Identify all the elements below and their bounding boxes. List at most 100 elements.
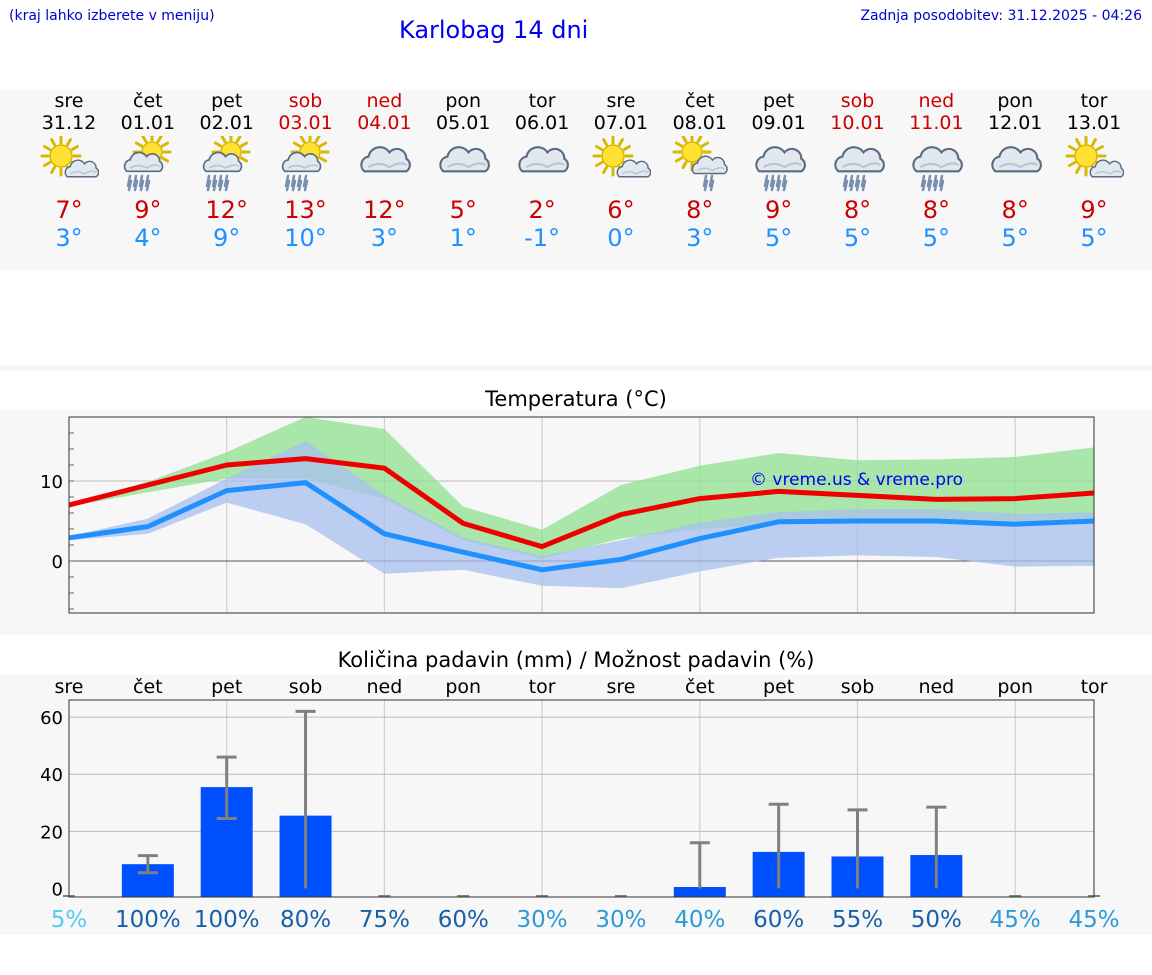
day-name: čet	[133, 90, 163, 112]
sun-cloud-drizzle-icon	[672, 136, 728, 192]
category-label: pet	[763, 676, 794, 698]
cloud-shape	[123, 151, 164, 173]
plot-frame	[68, 699, 1095, 898]
day-date: 08.01	[672, 112, 727, 134]
cloud-shape	[518, 146, 569, 173]
precip-probability: 100%	[194, 907, 260, 933]
precip-probability: 5%	[51, 907, 88, 933]
y-tick-label: 40	[40, 765, 63, 786]
temp-min: 3°	[686, 224, 714, 252]
daily-forecast-strip: sre 31.12 7° 3° čet 01.01 9° 4° pet 02.01 12° 9° sob…	[0, 90, 1152, 270]
temp-max: 5°	[449, 196, 477, 224]
cloud-shape	[616, 159, 651, 178]
cloud-shape	[1089, 159, 1125, 178]
rain-drops	[205, 174, 229, 192]
precip-probability: 45%	[1068, 907, 1119, 933]
category-label: sob	[841, 676, 875, 698]
temp-min: 0°	[607, 224, 635, 252]
day-date: 04.01	[357, 112, 412, 134]
y-tick-label: 0	[52, 879, 63, 900]
precipitation-chart: 0 20 40 60 sre čet pet sob ned pon tor sre čet pet sob…	[40, 676, 1120, 933]
y-tick-label: 60	[40, 708, 63, 729]
cloud-icon	[360, 146, 412, 173]
cloud-shape	[754, 146, 806, 173]
day-name: tor	[1080, 90, 1108, 112]
cloud-icon	[439, 146, 491, 173]
category-label: čet	[133, 676, 163, 698]
day-column: ned 04.01 12° 3°	[344, 90, 424, 252]
cloud-rain-icon	[833, 146, 885, 192]
day-date: 06.01	[514, 112, 570, 134]
temp-min: 3°	[55, 224, 83, 252]
last-update: Zadnja posodobitev: 31.12.2025 - 04:26	[860, 8, 1142, 24]
day-name: pon	[997, 90, 1034, 112]
day-date: 09.01	[751, 112, 806, 134]
temp-max: 8°	[1001, 196, 1029, 224]
max-range-band	[69, 417, 1095, 559]
temp-max: 8°	[686, 196, 714, 224]
temp-max: 6°	[607, 196, 635, 224]
page-title: Karlobag 14 dni	[399, 16, 589, 44]
day-date: 03.01	[278, 112, 333, 134]
temp-max: 7°	[55, 196, 83, 224]
precip-probability: 50%	[911, 907, 962, 933]
day-column: sob 03.01 13° 10°	[266, 90, 346, 252]
day-column: tor 13.01 9° 5°	[1054, 90, 1134, 252]
cloud-shape	[202, 151, 242, 173]
cloud-icon	[991, 146, 1043, 173]
day-date: 07.01	[593, 112, 649, 134]
day-column: čet 08.01 8° 3°	[660, 90, 740, 252]
sun-shape	[672, 136, 712, 172]
day-column: sob 10.01 8° 5°	[818, 90, 898, 252]
rain-drops	[763, 174, 787, 192]
y-tick-label: 10	[40, 472, 63, 493]
category-label: sre	[55, 676, 84, 698]
cloud-icon	[518, 146, 569, 173]
precip-probability: 100%	[115, 907, 181, 933]
day-name: pet	[211, 90, 243, 112]
min-temperature-line	[68, 480, 1095, 573]
y-tick-label: 0	[52, 552, 63, 573]
day-column: sre 07.01 6° 0°	[581, 90, 661, 252]
precipitation-chart-title: Količina padavin (mm) / Možnost padavin …	[337, 648, 815, 672]
day-date: 01.01	[120, 112, 176, 134]
sun-cloud-rain-icon	[123, 136, 172, 192]
min-range-band	[69, 441, 1095, 589]
temperature-chart: 0 10 © vreme.us & vreme.pro	[40, 416, 1095, 614]
precip-probability: 60%	[438, 907, 489, 933]
cloud-shape	[833, 146, 885, 173]
max-temperature-line	[68, 456, 1095, 550]
category-label: pon	[445, 676, 481, 698]
plot-frame	[68, 416, 1095, 614]
sun-cloud-icon	[1065, 136, 1125, 178]
rain-drops	[842, 174, 866, 192]
temp-max: 13°	[284, 196, 327, 224]
day-column: ned 11.01 8° 5°	[896, 90, 976, 252]
temp-min: 5°	[765, 224, 793, 252]
separator	[0, 365, 1152, 371]
cloud-shape	[912, 146, 964, 173]
precip-probability: 55%	[832, 907, 883, 933]
precip-probability: 30%	[595, 907, 646, 933]
day-name: sob	[288, 90, 323, 112]
rain-drops	[284, 174, 308, 192]
category-label: pet	[211, 676, 242, 698]
day-name: sob	[840, 90, 875, 112]
cloud-rain-icon	[754, 146, 806, 192]
temp-min: 10°	[284, 224, 327, 252]
rain-drops	[921, 174, 945, 192]
category-label: tor	[529, 676, 556, 698]
precip-bar	[673, 887, 726, 897]
cloud-shape	[360, 146, 412, 173]
precip-probability: 40%	[674, 907, 725, 933]
day-name: sre	[606, 90, 636, 112]
category-label: ned	[918, 676, 954, 698]
temp-min: 4°	[134, 224, 162, 252]
category-label: ned	[367, 676, 403, 698]
day-date: 11.01	[909, 112, 964, 134]
precip-probability: 60%	[753, 907, 804, 933]
precip-probability: 80%	[280, 907, 331, 933]
temp-max: 12°	[363, 196, 406, 224]
cloud-rain-icon	[912, 146, 964, 192]
temp-max: 8°	[922, 196, 950, 224]
